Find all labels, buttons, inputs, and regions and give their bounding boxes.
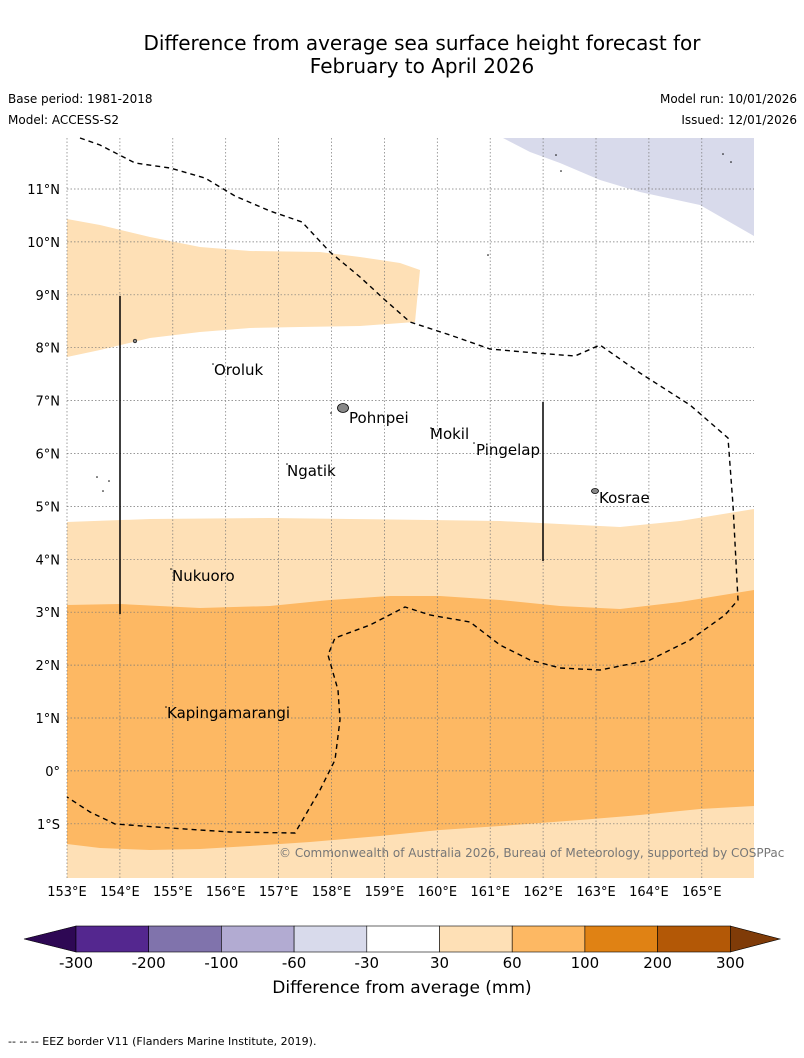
colorbar-tick-label: 30 xyxy=(430,954,449,972)
colorbar-segment xyxy=(584,925,658,953)
base-period: Base period: 1981-2018 xyxy=(8,92,153,106)
title-line-1: Difference from average sea surface heig… xyxy=(143,31,701,55)
lon-tick-label: 157°E xyxy=(259,885,299,900)
colorbar-segment xyxy=(293,925,368,953)
graticule xyxy=(66,138,754,878)
atoll-marks xyxy=(96,153,732,708)
colorbar-tick-labels: -300 -200 -100 -60 -30 30 60 100 200 300 xyxy=(59,954,745,972)
lat-tick-label: 9°N xyxy=(36,289,61,304)
lat-tick-label: 7°N xyxy=(36,395,61,410)
colorbar-tick-label: 100 xyxy=(571,954,600,972)
colorbar-segment xyxy=(75,925,149,953)
lon-tick-label: 161°E xyxy=(470,885,510,900)
region-60-100 xyxy=(67,590,754,850)
colorbar-tick-label: -60 xyxy=(282,954,307,972)
colorbar-segments xyxy=(23,925,782,953)
colorbar-extend-low xyxy=(23,925,77,953)
lon-tick-label: 158°E xyxy=(312,885,352,900)
colorbar-tick-label: -100 xyxy=(204,954,238,972)
colorbar-tick-label: -30 xyxy=(355,954,380,972)
latitude-labels: 11°N 10°N 9°N 8°N 7°N 6°N 5°N 4°N 3°N 2°N 1°N 0° 1°S xyxy=(27,183,60,833)
colorbar-label: Difference from average (mm) xyxy=(272,978,532,998)
place-kosrae: Kosrae xyxy=(599,489,650,507)
lon-tick-label: 163°E xyxy=(576,885,616,900)
colorbar-segment xyxy=(221,925,295,953)
lat-tick-label: 8°N xyxy=(36,342,61,357)
lon-tick-label: 156°E xyxy=(206,885,246,900)
colorbar-tick-label: 60 xyxy=(503,954,522,972)
lat-tick-label: 6°N xyxy=(36,448,61,463)
region-neg60-neg30 xyxy=(503,138,754,236)
pohnpei-island xyxy=(337,403,349,413)
eez-footnote: -- -- -- EEZ border V11 (Flanders Marine… xyxy=(8,1035,317,1048)
colorbar-segment xyxy=(657,925,731,953)
colorbar-tick-label: 300 xyxy=(716,954,745,972)
lat-tick-label: 3°N xyxy=(36,606,61,621)
colorbar-tick-label: -200 xyxy=(132,954,166,972)
lat-tick-label: 5°N xyxy=(36,500,61,515)
lon-tick-label: 154°E xyxy=(100,885,140,900)
lat-tick-label: 4°N xyxy=(36,553,61,568)
lat-tick-label: 0° xyxy=(45,765,60,780)
issued-date: Issued: 12/01/2026 xyxy=(681,113,797,127)
place-kapingamarangi: Kapingamarangi xyxy=(167,704,290,722)
lon-tick-label: 165°E xyxy=(682,885,722,900)
colorbar-segment xyxy=(148,925,222,953)
colorbar-segment xyxy=(511,925,586,953)
eez-border-north xyxy=(66,137,739,834)
lat-tick-label: 10°N xyxy=(27,236,60,251)
place-pohnpei: Pohnpei xyxy=(349,409,409,427)
place-mokil: Mokil xyxy=(430,425,469,443)
place-oroluk: Oroluk xyxy=(214,361,263,379)
place-ngatik: Ngatik xyxy=(287,462,336,480)
colorbar-extend-high xyxy=(729,925,782,953)
colorbar-segment xyxy=(439,925,513,953)
longitude-labels: 153°E 154°E 155°E 156°E 157°E 158°E 159°E 160°E… xyxy=(47,885,721,900)
lat-tick-label: 2°N xyxy=(36,659,61,674)
model-name: Model: ACCESS-S2 xyxy=(8,113,120,127)
lon-tick-label: 159°E xyxy=(365,885,405,900)
island-dot xyxy=(132,338,138,344)
place-pingelap: Pingelap xyxy=(476,441,540,459)
copyright-notice: © Commonwealth of Australia 2026, Bureau… xyxy=(279,846,784,860)
lat-tick-label: 1°S xyxy=(37,818,60,833)
model-run-date: Model run: 10/01/2026 xyxy=(659,92,797,106)
colorbar-tick-label: -300 xyxy=(59,954,93,972)
lon-tick-label: 153°E xyxy=(47,885,87,900)
chart-title: Difference from average sea surface heig… xyxy=(0,32,804,78)
colorbar-segment xyxy=(366,925,440,953)
colorbar-tick-label: 200 xyxy=(643,954,672,972)
title-line-2: February to April 2026 xyxy=(309,54,535,78)
lon-tick-label: 160°E xyxy=(418,885,458,900)
sea-level-map: Oroluk Pohnpei Mokil Pingelap Ngatik Kos… xyxy=(27,137,784,900)
lat-tick-label: 1°N xyxy=(36,712,61,727)
lon-tick-label: 155°E xyxy=(153,885,193,900)
kosrae-island xyxy=(591,488,599,494)
lat-tick-label: 11°N xyxy=(27,183,60,198)
place-nukuoro: Nukuoro xyxy=(172,567,235,585)
lon-tick-label: 164°E xyxy=(629,885,669,900)
lon-tick-label: 162°E xyxy=(523,885,563,900)
